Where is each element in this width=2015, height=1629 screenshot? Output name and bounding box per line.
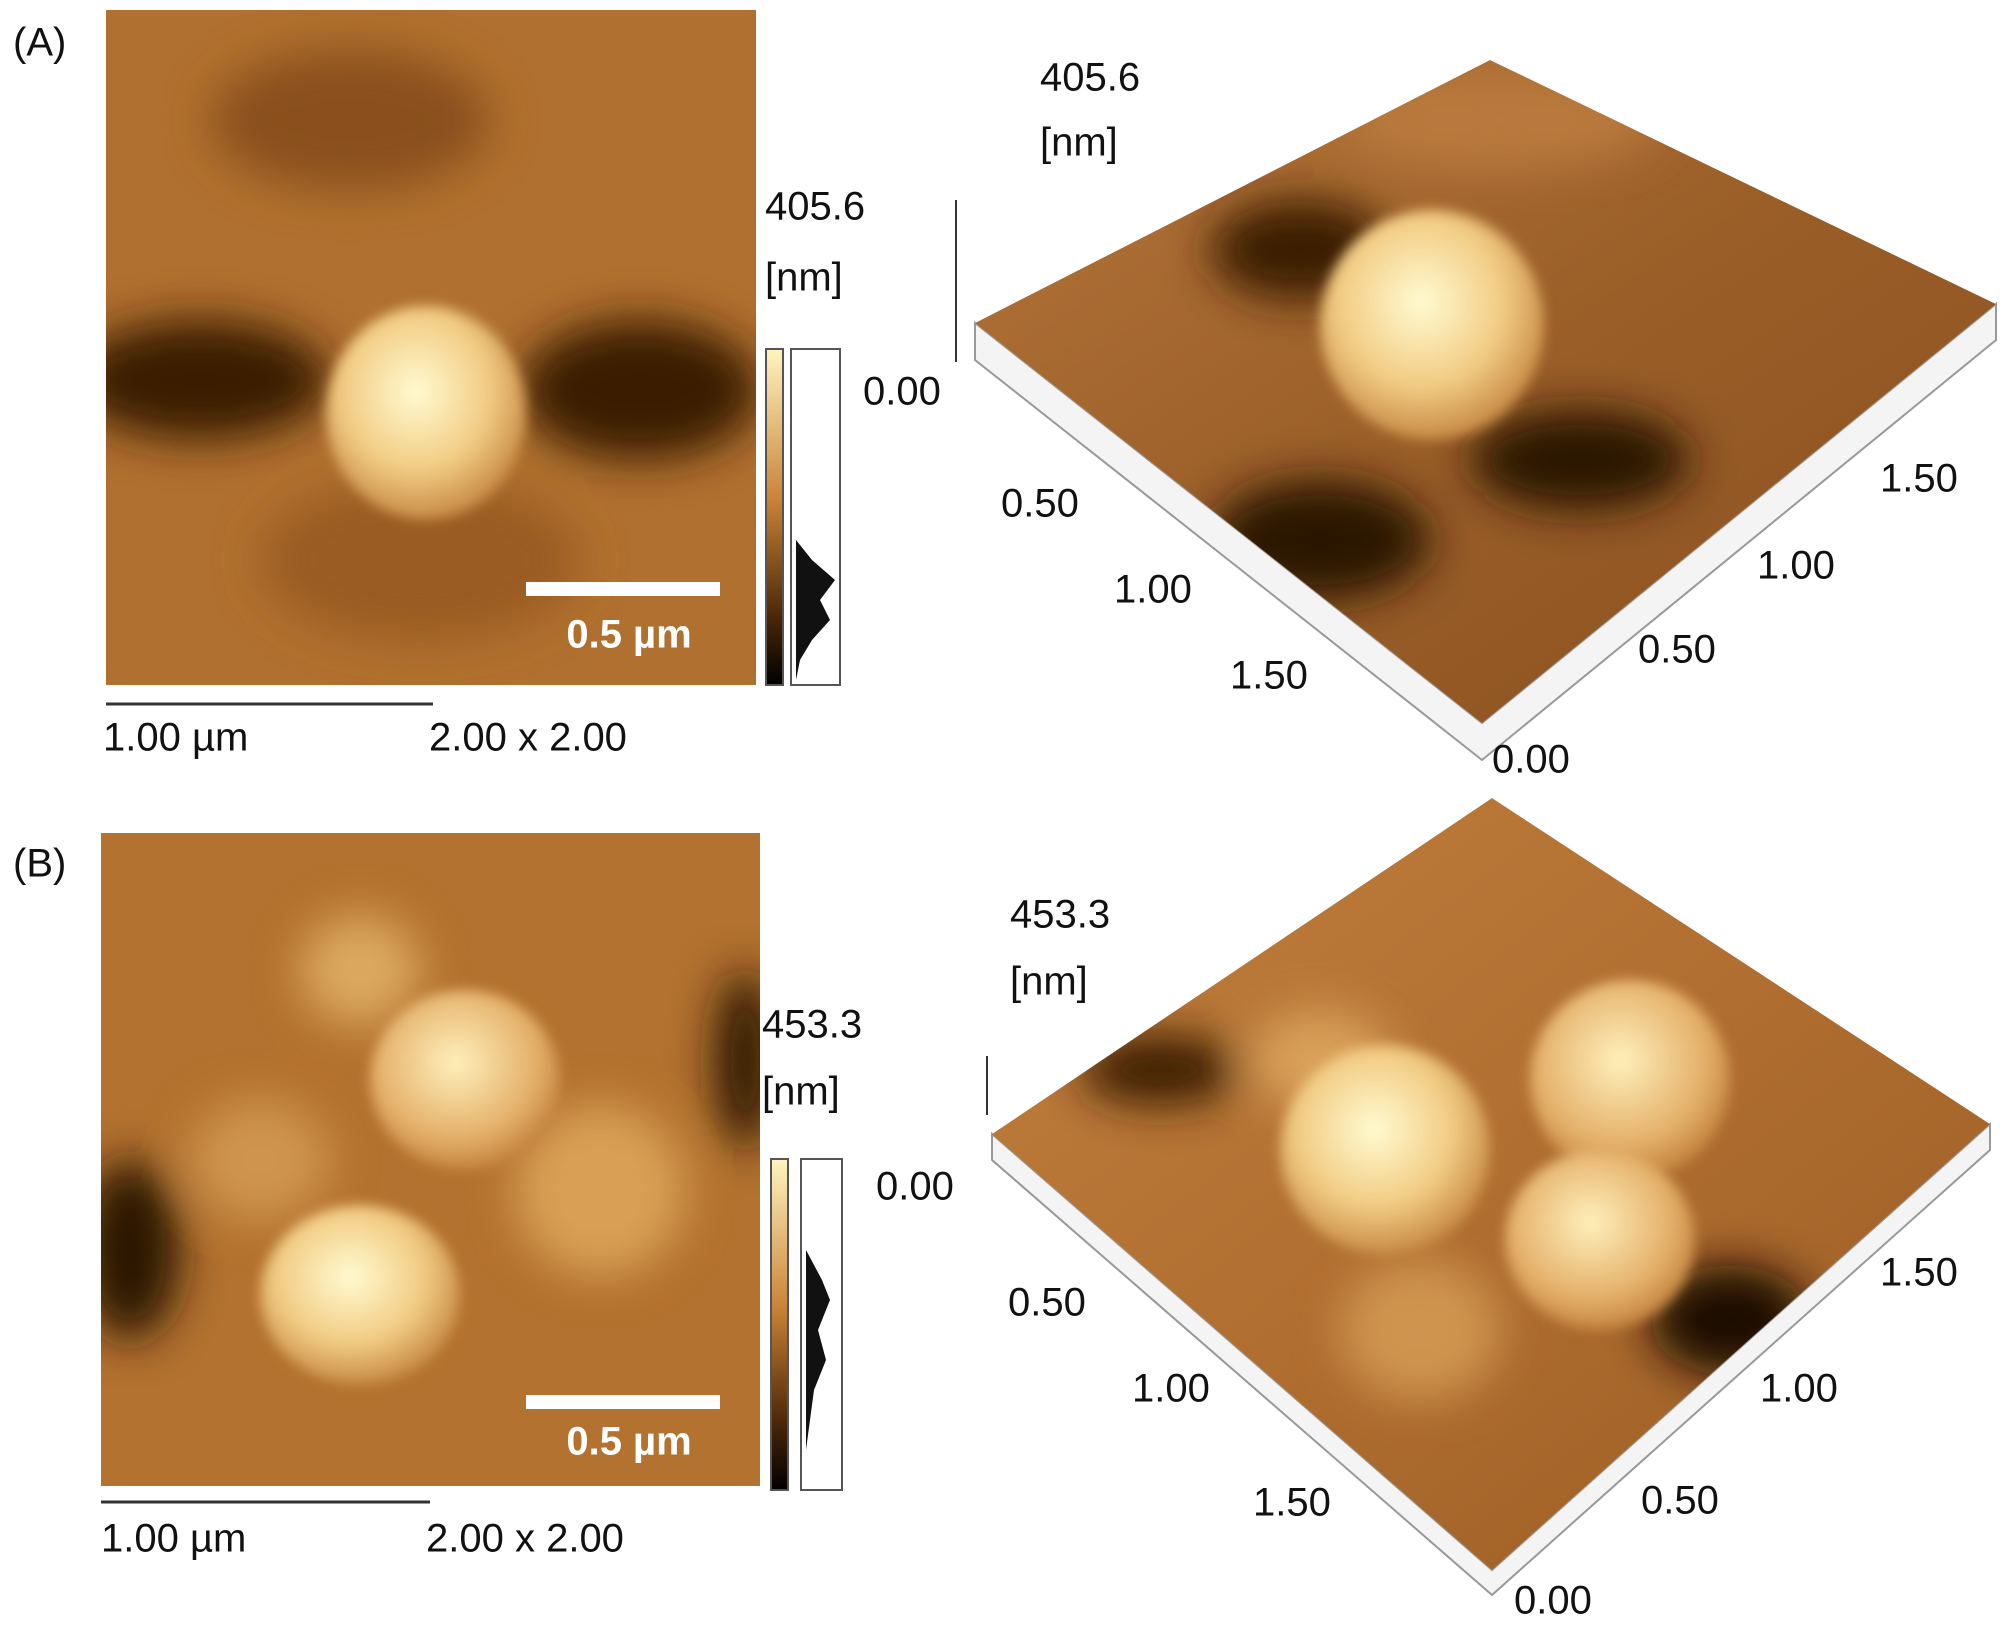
histogram — [806, 1250, 830, 1450]
left-axis-tick: 0.50 — [1008, 1281, 1086, 1325]
panel-label: (A) — [13, 21, 66, 65]
scan-size: 2.00 x 2.00 — [429, 716, 627, 760]
z-unit: [nm] — [1040, 121, 1118, 165]
left-axis-tick: 1.00 — [1114, 568, 1192, 612]
ruler-label: 1.00 µm — [103, 716, 248, 760]
z-min: 0.00 — [876, 1165, 954, 1209]
colorbar — [770, 1158, 789, 1491]
histogram — [796, 540, 835, 680]
right-axis-tick: 1.00 — [1757, 544, 1835, 588]
afm-image-2d — [106, 10, 756, 685]
colorbar-unit: [nm] — [765, 256, 843, 300]
right-axis-tick: 1.50 — [1880, 457, 1958, 501]
z-min: 0.00 — [863, 370, 941, 414]
right-axis-tick: 1.00 — [1760, 1367, 1838, 1411]
scale-bar-label: 0.5 µm — [566, 613, 691, 657]
right-axis-tick: 0.00 — [1514, 1579, 1592, 1623]
right-axis-tick: 0.50 — [1638, 628, 1716, 672]
afm-image-3d — [992, 798, 1990, 1570]
left-axis-tick: 1.00 — [1132, 1367, 1210, 1411]
left-axis-tick: 1.50 — [1230, 654, 1308, 698]
colorbar-unit: [nm] — [762, 1070, 840, 1114]
afm-image-2d — [101, 833, 760, 1486]
left-axis-tick: 1.50 — [1253, 1481, 1331, 1525]
ruler-label: 1.00 µm — [101, 1517, 246, 1561]
colorbar-max: 453.3 — [762, 1003, 862, 1047]
right-axis-tick: 0.00 — [1492, 738, 1570, 782]
right-axis-tick: 0.50 — [1641, 1479, 1719, 1523]
panel-label: (B) — [13, 842, 66, 886]
z-max: 405.6 — [1040, 56, 1140, 100]
scale-bar-label: 0.5 µm — [566, 1420, 691, 1464]
scan-size: 2.00 x 2.00 — [426, 1517, 624, 1561]
colorbar-max: 405.6 — [765, 185, 865, 229]
z-max: 453.3 — [1010, 893, 1110, 937]
colorbar — [765, 348, 784, 686]
left-axis-tick: 0.50 — [1001, 482, 1079, 526]
right-axis-tick: 1.50 — [1880, 1251, 1958, 1295]
afm-image-3d — [975, 60, 1996, 723]
z-unit: [nm] — [1010, 960, 1088, 1004]
